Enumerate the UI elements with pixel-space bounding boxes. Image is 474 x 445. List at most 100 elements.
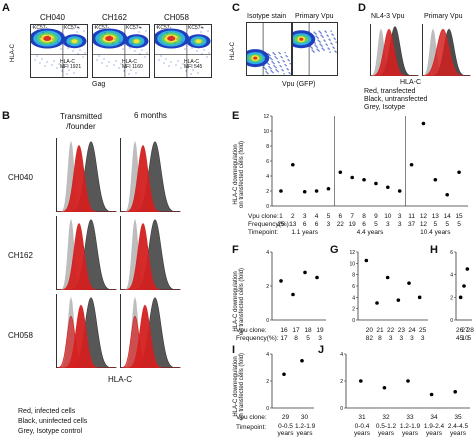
panel-a-gate-ur-2: KC57+ <box>188 25 204 31</box>
panel-f-chart: 0 2 4 <box>266 250 326 324</box>
panel-i-chart: 0 2 4 <box>266 352 314 412</box>
data-point-E-6 <box>350 175 354 180</box>
rowsH-label-0-2: 28 <box>466 327 474 334</box>
panel-e-clone-10: 3 <box>397 213 402 220</box>
rowsF-label-1-2: 5 <box>306 335 310 342</box>
data-point-E-4 <box>326 186 331 191</box>
panel-b-col1-title: Transmitted /founder <box>60 112 102 131</box>
y-tick-label: 2 <box>352 307 355 313</box>
panel-a-mfi-0: HLA-C MFI 1921 <box>60 59 82 70</box>
rowsH-label-0-1: 27 <box>461 327 469 334</box>
data-point-H-2 <box>465 267 470 271</box>
panel-d-label: D <box>358 2 366 14</box>
data-point-G-2 <box>385 275 390 280</box>
rowsJ-label-0-3: 34 <box>430 414 438 421</box>
panel-b-hist-0-1 <box>120 138 182 213</box>
data-point-H-1 <box>462 284 466 288</box>
rowsI-label-0-0: 29 <box>281 414 290 421</box>
panel-i-label: I <box>232 344 236 356</box>
panel-b-hist-1-1 <box>120 216 182 291</box>
panel-e-freq-14: 5 <box>445 221 449 228</box>
panel-b-hist-0-0 <box>56 138 118 213</box>
rowsG-label-1-2: 3 <box>388 335 393 342</box>
panel-e-freq-7: 6 <box>362 221 366 228</box>
rowsH-label-0-0: 26 <box>456 327 464 334</box>
panel-e-freq-1: 13 <box>289 221 297 228</box>
data-point-J-0 <box>359 379 363 383</box>
panel-f-label: F <box>232 244 239 256</box>
panel-e-freq-0: 25 <box>277 221 285 228</box>
data-point-G-1 <box>375 301 379 305</box>
data-point-J-1 <box>382 385 387 390</box>
rowsH-label-1-2: 5 <box>467 335 472 342</box>
data-point-E-3 <box>314 189 319 193</box>
data-point-J-3 <box>429 392 434 397</box>
panel-b-legend-1: Red, infected cells <box>18 408 76 415</box>
data-point-E-15 <box>457 170 461 175</box>
y-tick-label: 6 <box>352 284 355 290</box>
y-tick-label: 2 <box>340 379 343 385</box>
panel-e-freq-11: 37 <box>407 221 416 228</box>
panel-d-legend-1: Red, transfected <box>364 88 416 95</box>
panel-e-timepoint-2: 10.4 years <box>420 229 451 236</box>
y-tick-label: 2 <box>266 189 269 195</box>
rowsF-label-0-2: 18 <box>304 327 312 334</box>
rowsI-label-1-0: 0-0.5 years <box>277 423 294 437</box>
rowsJ-label-0-1: 32 <box>382 414 390 421</box>
panel-c-plot-0 <box>246 22 292 76</box>
rowsJ-label-0-2: 33 <box>406 414 414 421</box>
rowsG-label-1-4: 3 <box>410 335 414 342</box>
data-point-E-8 <box>374 181 378 186</box>
rowsG-label-1-3: 3 <box>399 335 404 342</box>
panel-c-label: C <box>232 2 240 14</box>
panel-e-clone-2: 3 <box>302 213 307 220</box>
panel-b-label: B <box>2 110 10 122</box>
rowsG-label-1-0: 82 <box>365 335 373 342</box>
panel-h-label: H <box>430 244 438 256</box>
y-tick-label: 12 <box>349 250 355 256</box>
y-tick-label: 4 <box>266 250 269 256</box>
panel-e-clone-15: 15 <box>455 213 463 220</box>
panel-e-clone-14: 14 <box>443 213 451 220</box>
panel-d-hist-1 <box>422 24 472 77</box>
panel-e-row-label-clone: Vpu clone: <box>248 213 279 220</box>
panel-e-clone-8: 9 <box>374 213 378 220</box>
y-tick-label: 0 <box>352 318 355 324</box>
panel-j-label: J <box>318 344 325 356</box>
data-point-I-0 <box>282 372 286 377</box>
panel-h-chart: 0 2 4 6 <box>450 250 472 324</box>
panel-b-hist-2-1 <box>120 294 182 369</box>
panel-e-clone-13: 13 <box>431 213 439 220</box>
panel-a-plot-title-1: CH162 <box>102 13 127 22</box>
data-point-J-4 <box>453 390 457 394</box>
panel-e-freq-10: 3 <box>397 221 402 228</box>
panel-b-row-ch040: CH040 <box>8 173 33 182</box>
data-point-G-4 <box>407 281 411 285</box>
y-tick-label: 10 <box>263 129 269 135</box>
panel-b-legend-2: Black, uninfected cells <box>18 418 88 425</box>
panel-e-clone-12: 12 <box>419 213 428 220</box>
panel-e-clone-1: 2 <box>291 213 295 220</box>
rowsG-label-0-4: 24 <box>408 327 416 334</box>
panel-e-freq-5: 22 <box>336 221 344 228</box>
data-point-E-12 <box>421 121 426 126</box>
rowsH-label-1-1: 10 <box>461 335 469 342</box>
y-tick-label: 2 <box>266 284 269 290</box>
data-point-I-1 <box>300 358 304 363</box>
panel-e-label: E <box>232 110 240 122</box>
panel-e-freq-8: 5 <box>374 221 378 228</box>
panel-i-ylabel: HLA-C downregulation on transfected cell… <box>233 352 245 420</box>
panel-a-plot-title-0: CH040 <box>40 13 65 22</box>
panel-c-plot-1 <box>292 22 338 76</box>
data-point-E-9 <box>386 185 390 190</box>
data-point-E-13 <box>433 177 438 182</box>
data-point-E-1 <box>291 162 295 167</box>
panel-a-xlabel: Gag <box>92 81 106 88</box>
panel-b-hist-1-0 <box>56 216 118 291</box>
panel-a-gate-ur-0: KC57+ <box>64 25 80 31</box>
data-point-E-7 <box>362 177 366 182</box>
panel-c-ylabel: HLA-C <box>230 41 236 60</box>
panel-a-mfi-1: HLA-C MFI 1160 <box>122 59 143 70</box>
data-point-E-2 <box>302 189 307 194</box>
data-point-E-11 <box>409 162 414 167</box>
